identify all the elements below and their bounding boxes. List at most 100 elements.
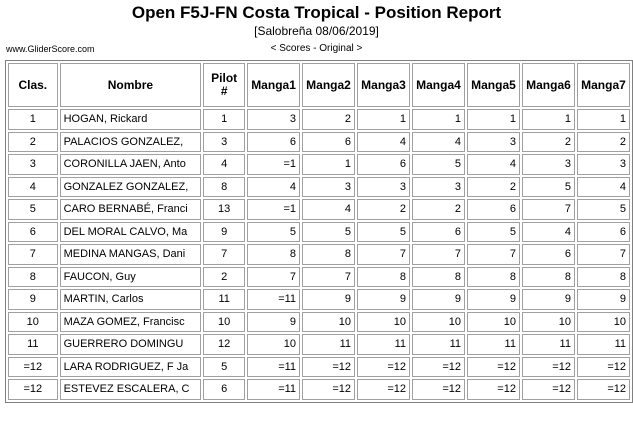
cell-nombre: DEL MORAL CALVO, Ma — [59, 221, 202, 242]
cell-manga2: 9 — [302, 289, 356, 310]
cell-pilot: 10 — [203, 311, 246, 332]
cell-nombre: CARO BERNABÉ, Franci — [59, 199, 202, 220]
cell-clas: 3 — [8, 154, 58, 175]
cell-manga3: 10 — [357, 311, 410, 332]
cell-manga3: =12 — [357, 356, 410, 377]
cell-clas: 6 — [8, 221, 58, 242]
cell-manga1: =11 — [247, 289, 301, 310]
col-header-manga1: Manga1 — [247, 63, 301, 107]
cell-manga2: 2 — [302, 109, 356, 130]
col-header-nombre: Nombre — [59, 63, 202, 107]
cell-manga3: 7 — [357, 244, 410, 265]
cell-manga4: 2 — [412, 199, 465, 220]
cell-manga1: =11 — [247, 379, 301, 400]
cell-manga2: 6 — [302, 131, 356, 152]
cell-pilot: 1 — [203, 109, 246, 130]
scores-mode-label: < Scores - Original > — [270, 43, 363, 54]
site-link[interactable]: www.GliderScore.com — [6, 44, 95, 54]
cell-nombre: CORONILLA JAEN, Anto — [59, 154, 202, 175]
cell-manga1: 7 — [247, 266, 301, 287]
cell-manga4: 5 — [412, 154, 465, 175]
cell-clas: =12 — [8, 356, 58, 377]
cell-manga2: =12 — [302, 379, 356, 400]
cell-nombre: LARA RODRIGUEZ, F Ja — [59, 356, 202, 377]
table-row: 9 MARTIN, Carlos 11 =11 9 9 9 9 9 9 — [8, 289, 630, 310]
cell-pilot: 2 — [203, 266, 246, 287]
cell-manga4: =12 — [412, 356, 465, 377]
cell-clas: 9 — [8, 289, 58, 310]
cell-manga7: =12 — [576, 356, 630, 377]
cell-pilot: 6 — [203, 379, 246, 400]
cell-pilot: 8 — [203, 176, 246, 197]
cell-manga2: 5 — [302, 221, 356, 242]
col-header-clas: Clas. — [8, 63, 58, 107]
cell-manga3: 8 — [357, 266, 410, 287]
cell-manga6: 6 — [521, 244, 575, 265]
cell-manga5: 11 — [466, 334, 520, 355]
cell-manga5: 3 — [466, 131, 520, 152]
cell-manga3: 11 — [357, 334, 410, 355]
cell-manga6: =12 — [521, 379, 575, 400]
cell-manga6: 10 — [521, 311, 575, 332]
table-row: 6 DEL MORAL CALVO, Ma 9 5 5 5 6 5 4 6 — [8, 221, 630, 242]
cell-nombre: HOGAN, Rickard — [59, 109, 202, 130]
table-body: 1 HOGAN, Rickard 1 3 2 1 1 1 1 1 2 PALACIOS GONZALE… — [8, 109, 630, 400]
cell-nombre: MARTIN, Carlos — [59, 289, 202, 310]
cell-manga5: 10 — [466, 311, 520, 332]
cell-manga7: =12 — [576, 379, 630, 400]
cell-manga1: 8 — [247, 244, 301, 265]
cell-manga5: 2 — [466, 176, 520, 197]
cell-clas: 11 — [8, 334, 58, 355]
cell-manga5: =12 — [466, 356, 520, 377]
cell-manga1: 6 — [247, 131, 301, 152]
cell-manga7: 11 — [576, 334, 630, 355]
col-header-manga2: Manga2 — [302, 63, 356, 107]
cell-manga4: 11 — [412, 334, 465, 355]
cell-nombre: MAZA GOMEZ, Francisc — [59, 311, 202, 332]
cell-manga3: 1 — [357, 109, 410, 130]
cell-manga1: =1 — [247, 154, 301, 175]
cell-manga6: 8 — [521, 266, 575, 287]
cell-manga6: 4 — [521, 221, 575, 242]
col-header-manga7: Manga7 — [576, 63, 630, 107]
cell-nombre: ESTEVEZ ESCALERA, C — [59, 379, 202, 400]
cell-manga6: 1 — [521, 109, 575, 130]
cell-clas: 4 — [8, 176, 58, 197]
col-header-pilot: Pilot # — [203, 63, 246, 107]
cell-manga5: 1 — [466, 109, 520, 130]
cell-pilot: 9 — [203, 221, 246, 242]
cell-manga7: 2 — [576, 131, 630, 152]
cell-nombre: PALACIOS GONZALEZ, — [59, 131, 202, 152]
col-header-manga3: Manga3 — [357, 63, 410, 107]
cell-manga3: 5 — [357, 221, 410, 242]
cell-manga5: 4 — [466, 154, 520, 175]
cell-manga7: 1 — [576, 109, 630, 130]
cell-manga2: 1 — [302, 154, 356, 175]
cell-manga3: 4 — [357, 131, 410, 152]
cell-manga5: 8 — [466, 266, 520, 287]
cell-pilot: 12 — [203, 334, 246, 355]
cell-manga2: 8 — [302, 244, 356, 265]
col-header-manga4: Manga4 — [412, 63, 465, 107]
cell-pilot: 7 — [203, 244, 246, 265]
cell-manga5: 7 — [466, 244, 520, 265]
cell-manga7: 4 — [576, 176, 630, 197]
cell-manga7: 7 — [576, 244, 630, 265]
cell-manga7: 3 — [576, 154, 630, 175]
position-table: Clas. Nombre Pilot # Manga1 Manga2 Manga… — [5, 60, 633, 403]
cell-manga1: 3 — [247, 109, 301, 130]
cell-manga6: 7 — [521, 199, 575, 220]
cell-manga3: 6 — [357, 154, 410, 175]
cell-manga7: 9 — [576, 289, 630, 310]
cell-manga7: 8 — [576, 266, 630, 287]
table-row: 11 GUERRERO DOMINGU 12 10 11 11 11 11 11 11 — [8, 334, 630, 355]
cell-manga5: =12 — [466, 379, 520, 400]
cell-manga5: 6 — [466, 199, 520, 220]
cell-manga2: 10 — [302, 311, 356, 332]
report-subtitle: [Salobreña 08/06/2019] — [254, 24, 379, 38]
cell-manga2: 3 — [302, 176, 356, 197]
cell-nombre: MEDINA MANGAS, Dani — [59, 244, 202, 265]
cell-manga3: 9 — [357, 289, 410, 310]
cell-manga6: 3 — [521, 154, 575, 175]
table-row: 4 GONZALEZ GONZALEZ, 8 4 3 3 3 2 5 4 — [8, 176, 630, 197]
